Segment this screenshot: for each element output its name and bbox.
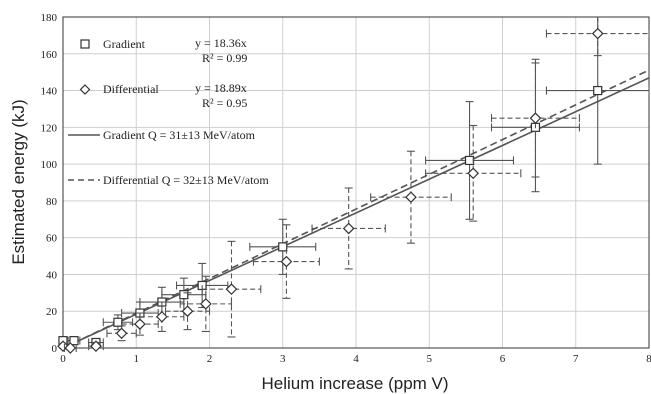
- differential-point: [179, 275, 233, 333]
- x-ticks: 0 1 2 3 4 5 6 7 8: [60, 353, 651, 365]
- legend-label-differential-fit: Differential Q = 32±13 MeV/atom: [103, 173, 269, 187]
- differential-point: [370, 150, 452, 244]
- data-points: [57, 16, 650, 354]
- x-tick-label: 5: [427, 353, 433, 365]
- differential-fit-equation: y = 18.89x: [195, 81, 247, 95]
- y-axis-title: Estimated energy (kJ): [9, 99, 28, 264]
- gradient-point: [425, 101, 515, 220]
- diamond-marker: [280, 255, 293, 268]
- square-marker: [593, 85, 603, 96]
- diamond-marker: [225, 283, 238, 296]
- y-tick-label: 160: [41, 49, 58, 61]
- diamond-marker: [405, 191, 417, 204]
- y-tick-label: 40: [46, 269, 58, 281]
- legend-diamond-marker: [79, 84, 91, 95]
- differential-point: [63, 342, 77, 354]
- x-tick-label: 8: [646, 353, 651, 365]
- differential-point: [139, 301, 185, 333]
- legend-item-gradient-fit: Gradient Q = 31±13 MeV/atom: [68, 128, 256, 142]
- legend-label-differential: Differential: [103, 82, 159, 96]
- square-marker: [278, 242, 288, 252]
- diamond-marker: [181, 305, 194, 318]
- gradient-point: [102, 314, 134, 331]
- legend-item-differential-fit: Differential Q = 32±13 MeV/atom: [68, 173, 269, 187]
- y-tick-label: 80: [46, 196, 58, 208]
- diamond-marker: [467, 167, 480, 180]
- x-tick-label: 4: [353, 353, 359, 365]
- differential-point: [252, 224, 320, 299]
- diamond-marker: [115, 327, 128, 340]
- differential-point: [106, 325, 137, 342]
- y-tick-label: 0: [52, 343, 58, 355]
- legend-label-gradient: Gradient: [103, 37, 146, 51]
- gradient-point: [249, 218, 317, 275]
- differential-fit-r2: R² = 0.95: [202, 96, 247, 110]
- x-tick-label: 3: [280, 353, 286, 365]
- differential-point: [545, 16, 650, 57]
- x-tick-label: 1: [134, 353, 140, 365]
- y-tick-label: 180: [41, 12, 58, 24]
- diamond-marker: [199, 298, 212, 310]
- square-marker: [113, 317, 123, 327]
- y-tick-label: 140: [41, 86, 58, 98]
- differential-point: [201, 240, 262, 338]
- gradient-point: [67, 336, 81, 346]
- diamond-marker: [134, 318, 146, 330]
- differential-point: [490, 58, 580, 178]
- plot-frame: [62, 16, 650, 349]
- differential-point: [425, 124, 522, 222]
- diamond-marker: [342, 222, 355, 235]
- legend-item-differential: Differential y = 18.89x R² = 0.95: [79, 81, 247, 110]
- square-marker: [69, 336, 79, 346]
- gradient-point: [161, 277, 207, 312]
- diamond-marker: [90, 340, 102, 353]
- x-axis-title: Helium increase (ppm V): [261, 374, 448, 393]
- differential-point: [165, 292, 211, 331]
- gradient-fit-r2: R² = 0.99: [202, 51, 247, 65]
- fit-line: [62, 69, 650, 349]
- diamond-marker: [591, 27, 604, 40]
- y-ticks: 0 20 40 60 80 100 120 140 160 180: [41, 12, 58, 355]
- differential-point: [88, 340, 104, 353]
- gradient-fit-equation: y = 18.36x: [195, 36, 247, 50]
- y-tick-label: 60: [46, 233, 58, 245]
- x-tick-label: 6: [500, 353, 506, 365]
- square-marker: [464, 155, 475, 166]
- legend: Gradient y = 18.36x R² = 0.99 Differenti…: [68, 36, 269, 187]
- differential-point: [121, 312, 159, 336]
- y-tick-label: 120: [41, 122, 58, 134]
- diamond-marker: [64, 342, 77, 354]
- square-marker: [179, 290, 189, 300]
- legend-item-gradient: Gradient y = 18.36x R² = 0.99: [80, 36, 247, 65]
- x-tick-label: 0: [60, 353, 66, 365]
- grid: [62, 16, 650, 349]
- y-tick-label: 100: [41, 159, 58, 171]
- x-tick-label: 2: [207, 353, 213, 365]
- y-tick-label: 20: [46, 306, 58, 318]
- differential-point: [311, 187, 386, 270]
- legend-label-gradient-fit: Gradient Q = 31±13 MeV/atom: [103, 128, 256, 142]
- x-tick-label: 7: [573, 353, 579, 365]
- diamond-marker: [529, 112, 542, 124]
- legend-square-marker: [80, 39, 90, 49]
